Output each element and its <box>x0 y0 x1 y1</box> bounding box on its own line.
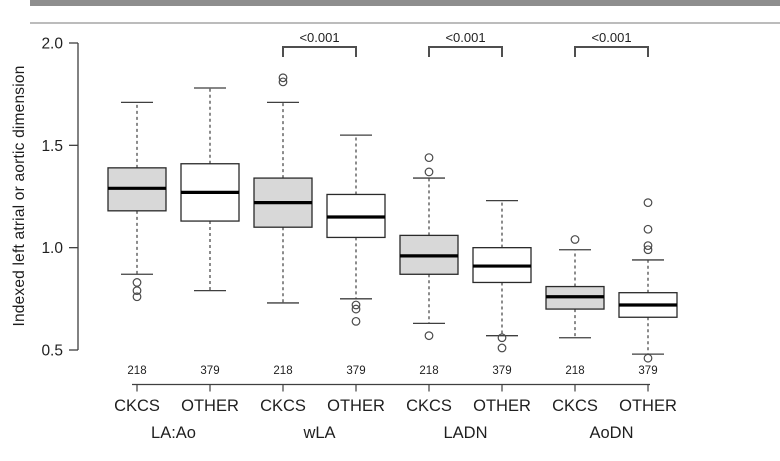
table-rule-bar <box>30 0 780 6</box>
category-label: CKCS <box>406 397 452 415</box>
outlier-point <box>351 300 361 310</box>
category-label: OTHER <box>473 397 531 415</box>
category-label: CKCS <box>552 397 598 415</box>
sample-size-label: 218 <box>419 365 438 377</box>
header-divider-line <box>30 22 780 24</box>
significance-bracket <box>428 46 503 57</box>
outlier-point <box>643 224 653 234</box>
y-tick-label: 1.0 <box>41 240 63 257</box>
sample-size-label: 379 <box>200 365 219 377</box>
group-label: LA:Ao <box>151 424 196 442</box>
outlier-point <box>497 333 507 343</box>
outlier-point <box>424 153 434 163</box>
outlier-point <box>132 278 142 287</box>
outlier-point <box>278 77 288 87</box>
sample-size-label: 218 <box>127 365 146 377</box>
sample-size-label: 218 <box>565 365 584 377</box>
group-label: wLA <box>302 424 335 442</box>
category-label: OTHER <box>327 397 385 415</box>
outlier-point <box>424 331 434 341</box>
sample-size-label: 379 <box>346 365 365 377</box>
outlier-point <box>643 353 653 363</box>
outlier-point <box>424 167 434 177</box>
outlier-point <box>570 235 580 244</box>
outlier-point <box>497 343 507 353</box>
outlier-point <box>132 286 142 296</box>
outlier-point <box>351 316 361 326</box>
outlier-point <box>643 245 653 255</box>
significance-label: <0.001 <box>299 30 339 45</box>
sample-size-label: 218 <box>273 365 292 377</box>
outlier-point <box>643 198 653 208</box>
y-tick-label: 0.5 <box>41 343 63 360</box>
outlier-point <box>278 73 288 83</box>
group-label: LADN <box>443 424 487 442</box>
category-label: OTHER <box>181 397 239 415</box>
category-label: OTHER <box>619 397 677 415</box>
outlier-point <box>643 241 653 251</box>
significance-label: <0.001 <box>591 30 631 45</box>
y-tick-label: 2.0 <box>41 36 63 53</box>
category-label: CKCS <box>114 397 160 415</box>
sample-size-label: 379 <box>638 365 657 377</box>
group-label: AoDN <box>589 424 633 442</box>
significance-label: <0.001 <box>445 30 485 45</box>
y-tick-label: 1.5 <box>41 138 63 155</box>
outlier-point <box>351 304 361 314</box>
outlier-point <box>132 292 142 302</box>
category-label: CKCS <box>260 397 306 415</box>
significance-bracket <box>282 46 357 57</box>
significance-bracket <box>574 46 649 57</box>
sample-size-label: 379 <box>492 365 511 377</box>
